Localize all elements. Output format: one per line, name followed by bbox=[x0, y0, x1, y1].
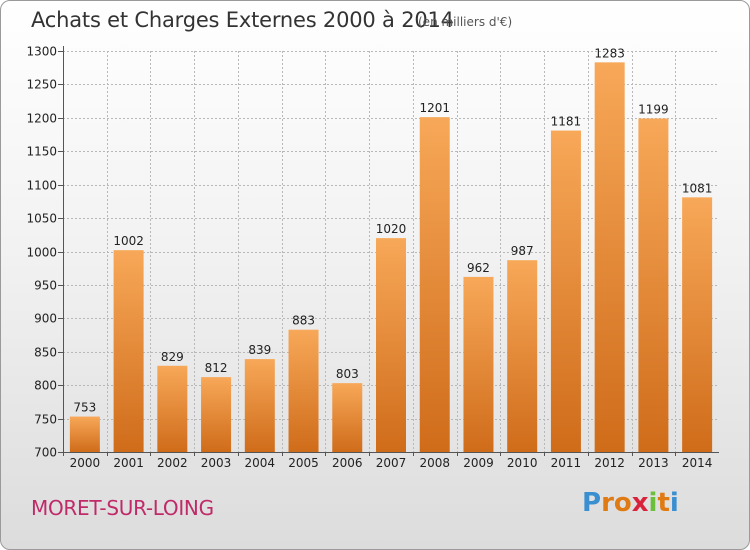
x-tick-label: 2001 bbox=[113, 456, 144, 470]
bar bbox=[638, 118, 669, 453]
x-tick-label: 2012 bbox=[594, 456, 625, 470]
bar bbox=[419, 117, 450, 452]
data-label: 1002 bbox=[113, 234, 144, 248]
x-tick-label: 2010 bbox=[507, 456, 538, 470]
bar bbox=[507, 260, 538, 452]
bar bbox=[113, 250, 144, 452]
bar bbox=[69, 416, 100, 452]
bar bbox=[157, 365, 188, 452]
data-label: 829 bbox=[161, 350, 184, 364]
bar bbox=[376, 238, 406, 452]
data-label: 803 bbox=[336, 367, 359, 381]
x-tick-label: 2013 bbox=[638, 456, 669, 470]
y-tick-label: 850 bbox=[34, 346, 57, 360]
data-label: 987 bbox=[511, 244, 534, 258]
bar bbox=[201, 377, 232, 452]
city-name: MORET-SUR-LOING bbox=[31, 496, 214, 520]
x-tick-label: 2014 bbox=[682, 456, 713, 470]
chart-title: Achats et Charges Externes 2000 à 2014 bbox=[31, 8, 454, 32]
logo-letter: o bbox=[613, 488, 632, 518]
y-tick-label: 950 bbox=[34, 279, 57, 293]
bar bbox=[332, 383, 363, 452]
y-tick-label: 1200 bbox=[26, 112, 57, 126]
data-label: 839 bbox=[248, 343, 271, 357]
bar bbox=[463, 276, 494, 452]
x-tick-label: 2005 bbox=[288, 456, 319, 470]
logo-letter: i bbox=[648, 488, 658, 518]
y-tick-label: 900 bbox=[34, 312, 57, 326]
x-tick-label: 2004 bbox=[245, 456, 276, 470]
logo-letter: r bbox=[601, 488, 614, 518]
y-tick-label: 800 bbox=[34, 379, 57, 393]
bar bbox=[594, 62, 625, 453]
data-label: 1020 bbox=[376, 222, 407, 236]
y-tick-label: 1050 bbox=[26, 212, 57, 226]
bar bbox=[682, 197, 713, 452]
bar bbox=[288, 329, 319, 452]
data-label: 1081 bbox=[682, 181, 713, 195]
chart-unit-note: (en milliers d'€) bbox=[418, 15, 513, 29]
x-tick-label: 2000 bbox=[70, 456, 101, 470]
data-label: 883 bbox=[292, 314, 315, 328]
y-tick-label: 1150 bbox=[26, 145, 57, 159]
bar bbox=[244, 359, 275, 452]
data-label: 812 bbox=[205, 361, 228, 375]
y-tick-label: 1100 bbox=[26, 179, 57, 193]
x-tick-label: 2003 bbox=[201, 456, 232, 470]
x-tick-label: 2002 bbox=[157, 456, 188, 470]
logo-letter: i bbox=[669, 488, 679, 518]
logo-letter: t bbox=[657, 488, 670, 518]
y-tick-label: 1000 bbox=[26, 246, 57, 260]
y-tick-label: 700 bbox=[34, 446, 57, 460]
bar bbox=[550, 130, 581, 452]
data-label: 1283 bbox=[594, 46, 625, 60]
x-tick-label: 2006 bbox=[332, 456, 363, 470]
data-label: 962 bbox=[467, 261, 490, 275]
x-tick-label: 2011 bbox=[551, 456, 582, 470]
data-label: 1181 bbox=[551, 115, 582, 129]
data-label: 1201 bbox=[419, 101, 450, 115]
data-label: 753 bbox=[73, 401, 96, 415]
x-tick-label: 2008 bbox=[419, 456, 450, 470]
logo-letter: P bbox=[582, 488, 602, 518]
proxiti-logo: Proxiti bbox=[582, 488, 679, 518]
logo-letter: x bbox=[631, 488, 649, 518]
x-tick-label: 2009 bbox=[463, 456, 494, 470]
y-tick-label: 750 bbox=[34, 413, 57, 427]
y-tick-label: 1250 bbox=[26, 78, 57, 92]
data-label: 1199 bbox=[638, 103, 669, 117]
y-tick-label: 1300 bbox=[26, 45, 57, 59]
x-tick-label: 2007 bbox=[376, 456, 407, 470]
